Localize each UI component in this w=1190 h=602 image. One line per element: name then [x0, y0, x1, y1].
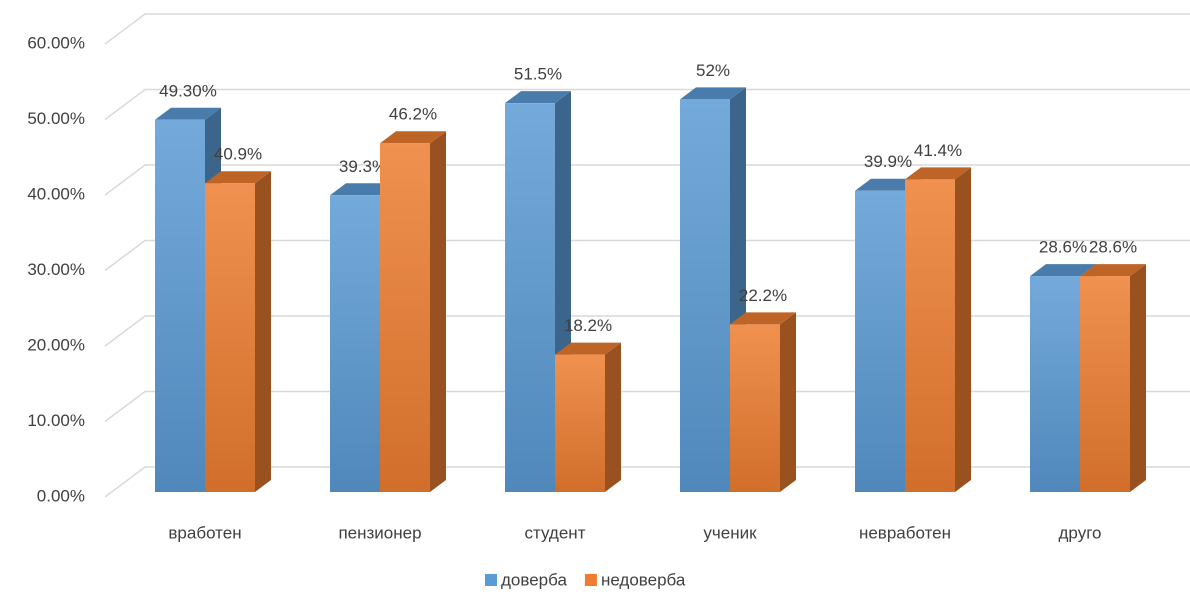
legend-swatch [584, 574, 597, 586]
bar [855, 190, 905, 492]
value-label: 18.2% [564, 316, 612, 335]
value-label: 51.5% [514, 65, 562, 84]
grid-line [104, 13, 1190, 45]
bar [380, 143, 430, 492]
bar-top [380, 131, 446, 144]
x-tick-label: ученик [703, 523, 757, 542]
y-tick-label: 60.00% [27, 33, 85, 52]
value-label: 39.3% [339, 157, 387, 176]
bar [905, 179, 955, 492]
bar [205, 183, 255, 492]
bar-top [905, 167, 971, 180]
value-label: 22.2% [739, 286, 787, 305]
x-tick-label: студент [525, 523, 586, 542]
bar [155, 119, 205, 492]
x-tick-label: друго [1059, 523, 1102, 542]
y-tick-label: 40.00% [27, 184, 85, 203]
bar-side [605, 342, 621, 492]
bar [730, 324, 780, 492]
grid-line [104, 88, 1190, 121]
legend-label: доверба [501, 570, 567, 589]
bar [1080, 276, 1130, 492]
x-tick-label: невработен [859, 523, 951, 542]
bar-top [205, 171, 271, 184]
x-tick-label: вработен [168, 523, 241, 542]
legend-label: недоверба [601, 570, 686, 589]
bar [680, 99, 730, 493]
bar [330, 195, 380, 492]
bar-top [330, 183, 396, 196]
bar-top [155, 107, 221, 120]
y-tick-label: 20.00% [27, 335, 85, 354]
bar-side [955, 167, 971, 492]
grid-line [104, 164, 1190, 196]
grid-line [104, 390, 1190, 423]
bar-top [555, 342, 621, 355]
bar-side [780, 312, 796, 492]
bar-top [680, 87, 746, 100]
y-tick-label: 50.00% [27, 109, 85, 128]
value-label: 49.30% [159, 81, 217, 100]
grid-line [104, 315, 1190, 347]
bar-top [1030, 264, 1096, 277]
value-label: 28.6% [1089, 238, 1137, 257]
bar-top [1080, 264, 1146, 277]
value-label: 52% [696, 61, 730, 80]
legend-swatch [485, 574, 497, 586]
value-label: 28.6% [1039, 238, 1087, 257]
bar-side [1130, 264, 1146, 492]
bar-top [505, 91, 571, 104]
bar-side [430, 131, 446, 492]
y-tick-label: 10.00% [27, 411, 85, 430]
grid-line [104, 239, 1190, 272]
y-tick-label: 30.00% [27, 260, 85, 279]
value-label: 41.4% [914, 141, 962, 160]
value-label: 39.9% [864, 152, 912, 171]
bar [505, 103, 555, 493]
y-tick-label: 0.00% [37, 486, 85, 505]
bar-side [255, 171, 271, 492]
bar [555, 354, 605, 492]
bar-top [855, 178, 921, 191]
grid-line [104, 466, 1190, 498]
x-tick-label: пензионер [338, 523, 421, 542]
bar-top [730, 312, 796, 325]
bar [1030, 276, 1080, 492]
value-label: 46.2% [389, 105, 437, 124]
value-label: 40.9% [214, 145, 262, 164]
